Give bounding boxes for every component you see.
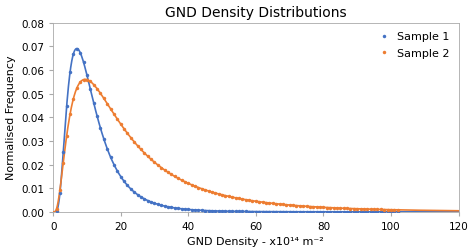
Sample 1 xyxy=(74,48,80,51)
Sample 1 xyxy=(351,210,356,213)
X-axis label: GND Density - x10¹⁴ m⁻²: GND Density - x10¹⁴ m⁻² xyxy=(188,237,324,246)
Sample 1 xyxy=(54,210,59,213)
Sample 1 xyxy=(395,210,401,213)
Sample 1 xyxy=(212,210,218,213)
Title: GND Density Distributions: GND Density Distributions xyxy=(165,6,346,19)
Line: Sample 2: Sample 2 xyxy=(55,79,400,212)
Sample 2 xyxy=(395,208,401,211)
Y-axis label: Normalised Frequency: Normalised Frequency xyxy=(6,56,16,180)
Sample 2 xyxy=(131,141,137,144)
Sample 1 xyxy=(324,210,329,213)
Sample 1 xyxy=(121,180,127,183)
Sample 2 xyxy=(84,79,90,82)
Sample 2 xyxy=(121,128,127,131)
Sample 2 xyxy=(212,192,218,195)
Sample 2 xyxy=(351,207,356,210)
Legend: Sample 1, Sample 2: Sample 1, Sample 2 xyxy=(373,29,453,62)
Sample 2 xyxy=(297,205,302,208)
Sample 2 xyxy=(324,206,329,209)
Line: Sample 1: Sample 1 xyxy=(55,48,400,214)
Sample 1 xyxy=(297,210,302,213)
Sample 1 xyxy=(131,191,137,194)
Sample 2 xyxy=(54,207,59,210)
